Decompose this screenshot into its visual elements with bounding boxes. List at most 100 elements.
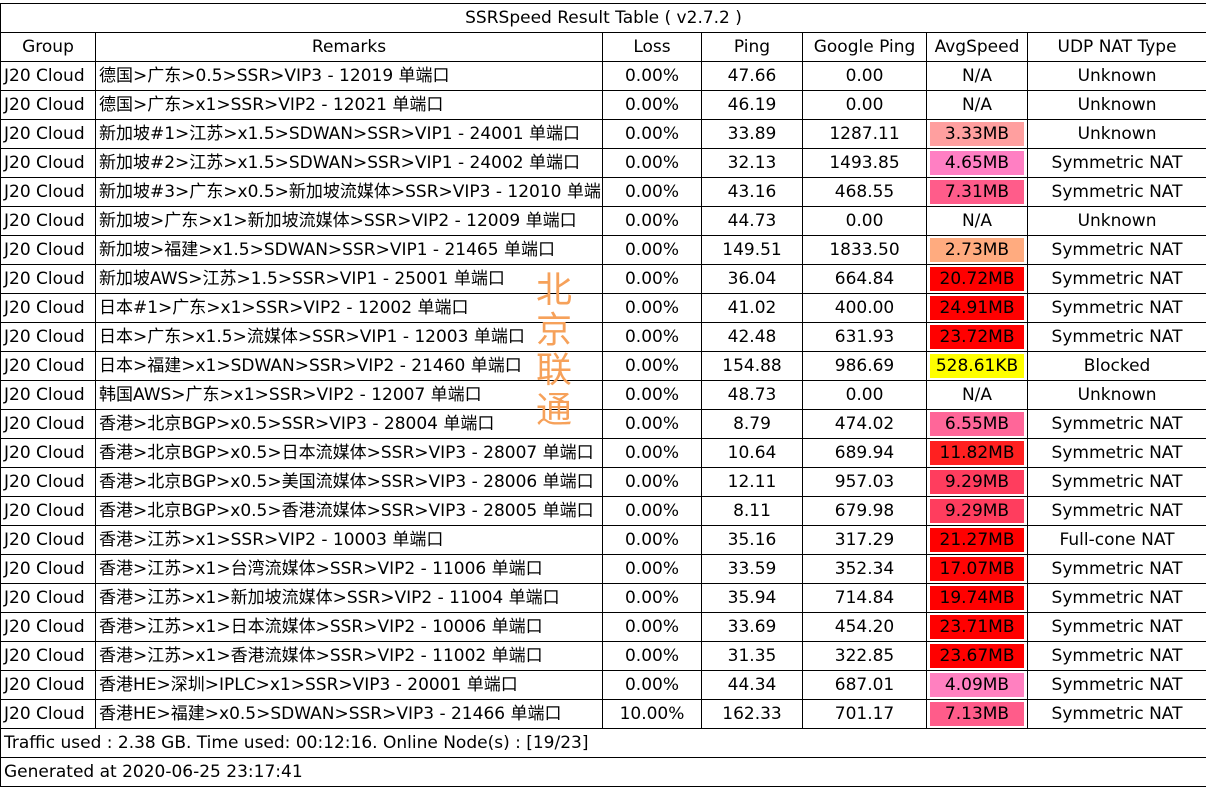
table-row: J20 Cloud 新加坡>福建>x1.5>SDWAN>SSR>VIP1 - 21…: [0, 235, 1206, 265]
cell-group: J20 Cloud: [0, 496, 96, 526]
cell-loss: 0.00%: [602, 177, 702, 207]
cell-avg-speed: 9.29MB: [926, 496, 1028, 526]
cell-remarks: 新加坡>广东>x1>新加坡流媒体>SSR>VIP2 - 12009 单端口: [95, 206, 603, 236]
cell-google-ping: 679.98: [802, 496, 927, 526]
table-row: J20 Cloud 香港>北京BGP>x0.5>香港流媒体>SSR>VIP3 - …: [0, 496, 1206, 526]
header-loss: Loss: [602, 32, 702, 62]
table-row: J20 Cloud 日本#1>广东>x1>SSR>VIP2 - 12002 单端口…: [0, 293, 1206, 323]
cell-remarks: 德国>广东>0.5>SSR>VIP3 - 12019 单端口: [95, 61, 603, 91]
speed-value: 21.27MB: [930, 528, 1024, 552]
table-row: J20 Cloud 新加坡#1>江苏>x1.5>SDWAN>SSR>VIP1 - …: [0, 119, 1206, 149]
title-row: SSRSpeed Result Table ( v2.7.2 ): [0, 3, 1206, 33]
cell-avg-speed: 6.55MB: [926, 409, 1028, 439]
cell-group: J20 Cloud: [0, 409, 96, 439]
cell-udp-nat-type: Blocked: [1026, 351, 1206, 381]
cell-google-ping: 664.84: [802, 264, 927, 294]
cell-remarks: 韩国AWS>广东>x1>SSR>VIP2 - 12007 单端口: [95, 380, 603, 410]
cell-avg-speed: 7.13MB: [926, 699, 1028, 729]
table-row: J20 Cloud 新加坡#2>江苏>x1.5>SDWAN>SSR>VIP1 - …: [0, 148, 1206, 178]
cell-google-ping: 1833.50: [802, 235, 927, 265]
cell-ping: 44.73: [701, 206, 803, 236]
cell-avg-speed: 9.29MB: [926, 467, 1028, 497]
header-row: Group Remarks Loss Ping Google Ping AvgS…: [0, 32, 1206, 62]
table-row: J20 Cloud 日本>福建>x1>SDWAN>SSR>VIP2 - 21460…: [0, 351, 1206, 381]
cell-google-ping: 0.00: [802, 380, 927, 410]
table-row: J20 Cloud 香港>北京BGP>x0.5>美国流媒体>SSR>VIP3 - …: [0, 467, 1206, 497]
cell-remarks: 香港>江苏>x1>新加坡流媒体>SSR>VIP2 - 11004 单端口: [95, 583, 603, 613]
table-row: J20 Cloud 新加坡AWS>江苏>1.5>SSR>VIP1 - 25001 …: [0, 264, 1206, 294]
cell-udp-nat-type: Full-cone NAT: [1026, 525, 1206, 555]
cell-remarks: 日本>福建>x1>SDWAN>SSR>VIP2 - 21460 单端口: [95, 351, 603, 381]
cell-ping: 33.69: [701, 612, 803, 642]
cell-avg-speed: 23.67MB: [926, 641, 1028, 671]
table-row: J20 Cloud 新加坡#3>广东>x0.5>新加坡流媒体>SSR>VIP3 -…: [0, 177, 1206, 207]
cell-google-ping: 468.55: [802, 177, 927, 207]
cell-udp-nat-type: Symmetric NAT: [1026, 235, 1206, 265]
cell-udp-nat-type: Symmetric NAT: [1026, 641, 1206, 671]
cell-remarks: 香港HE>福建>x0.5>SDWAN>SSR>VIP3 - 21466 单端口: [95, 699, 603, 729]
cell-remarks: 香港>北京BGP>x0.5>香港流媒体>SSR>VIP3 - 28005 单端口: [95, 496, 603, 526]
cell-loss: 0.00%: [602, 380, 702, 410]
cell-group: J20 Cloud: [0, 583, 96, 613]
speed-value: 4.65MB: [930, 151, 1024, 175]
cell-remarks: 香港>北京BGP>x0.5>SSR>VIP3 - 28004 单端口: [95, 409, 603, 439]
header-remarks: Remarks: [95, 32, 603, 62]
speed-value: 23.71MB: [930, 615, 1024, 639]
cell-ping: 149.51: [701, 235, 803, 265]
cell-avg-speed: 4.09MB: [926, 670, 1028, 700]
cell-google-ping: 1287.11: [802, 119, 927, 149]
cell-ping: 41.02: [701, 293, 803, 323]
table-row: J20 Cloud 香港>江苏>x1>香港流媒体>SSR>VIP2 - 11002…: [0, 641, 1206, 671]
cell-ping: 36.04: [701, 264, 803, 294]
table-row: J20 Cloud 日本>广东>x1.5>流媒体>SSR>VIP1 - 12003…: [0, 322, 1206, 352]
cell-udp-nat-type: Unknown: [1026, 61, 1206, 91]
cell-ping: 33.89: [701, 119, 803, 149]
cell-group: J20 Cloud: [0, 699, 96, 729]
table-row: J20 Cloud 香港>北京BGP>x0.5>SSR>VIP3 - 28004 …: [0, 409, 1206, 439]
result-table: SSRSpeed Result Table ( v2.7.2 ) Group R…: [0, 3, 1206, 787]
cell-google-ping: 957.03: [802, 467, 927, 497]
cell-remarks: 新加坡>福建>x1.5>SDWAN>SSR>VIP1 - 21465 单端口: [95, 235, 603, 265]
cell-loss: 0.00%: [602, 293, 702, 323]
table-title: SSRSpeed Result Table ( v2.7.2 ): [0, 3, 1206, 33]
table-row: J20 Cloud 韩国AWS>广东>x1>SSR>VIP2 - 12007 单端…: [0, 380, 1206, 410]
cell-loss: 0.00%: [602, 119, 702, 149]
cell-loss: 0.00%: [602, 264, 702, 294]
cell-loss: 0.00%: [602, 612, 702, 642]
cell-udp-nat-type: Symmetric NAT: [1026, 409, 1206, 439]
cell-google-ping: 714.84: [802, 583, 927, 613]
cell-google-ping: 474.02: [802, 409, 927, 439]
cell-avg-speed: 11.82MB: [926, 438, 1028, 468]
cell-udp-nat-type: Symmetric NAT: [1026, 322, 1206, 352]
cell-group: J20 Cloud: [0, 467, 96, 497]
cell-loss: 0.00%: [602, 351, 702, 381]
cell-ping: 154.88: [701, 351, 803, 381]
table-row: J20 Cloud 香港>江苏>x1>日本流媒体>SSR>VIP2 - 10006…: [0, 612, 1206, 642]
cell-group: J20 Cloud: [0, 206, 96, 236]
cell-group: J20 Cloud: [0, 148, 96, 178]
speed-value: 17.07MB: [930, 557, 1024, 581]
cell-udp-nat-type: Symmetric NAT: [1026, 612, 1206, 642]
cell-remarks: 香港HE>深圳>IPLC>x1>SSR>VIP3 - 20001 单端口: [95, 670, 603, 700]
cell-google-ping: 322.85: [802, 641, 927, 671]
cell-loss: 0.00%: [602, 641, 702, 671]
cell-remarks: 香港>北京BGP>x0.5>日本流媒体>SSR>VIP3 - 28007 单端口: [95, 438, 603, 468]
speed-value: N/A: [930, 64, 1024, 88]
cell-udp-nat-type: Symmetric NAT: [1026, 583, 1206, 613]
cell-ping: 10.64: [701, 438, 803, 468]
cell-ping: 43.16: [701, 177, 803, 207]
cell-loss: 0.00%: [602, 670, 702, 700]
cell-ping: 8.79: [701, 409, 803, 439]
traffic-summary: Traffic used : 2.38 GB. Time used: 00:12…: [0, 728, 1206, 758]
cell-avg-speed: 7.31MB: [926, 177, 1028, 207]
speed-value: 9.29MB: [930, 470, 1024, 494]
cell-remarks: 日本#1>广东>x1>SSR>VIP2 - 12002 单端口: [95, 293, 603, 323]
cell-group: J20 Cloud: [0, 612, 96, 642]
cell-loss: 0.00%: [602, 438, 702, 468]
speed-value: 2.73MB: [930, 238, 1024, 262]
cell-udp-nat-type: Unknown: [1026, 380, 1206, 410]
table-row: J20 Cloud 香港>江苏>x1>SSR>VIP2 - 10003 单端口 0.…: [0, 525, 1206, 555]
cell-group: J20 Cloud: [0, 351, 96, 381]
cell-group: J20 Cloud: [0, 641, 96, 671]
speed-value: 6.55MB: [930, 412, 1024, 436]
